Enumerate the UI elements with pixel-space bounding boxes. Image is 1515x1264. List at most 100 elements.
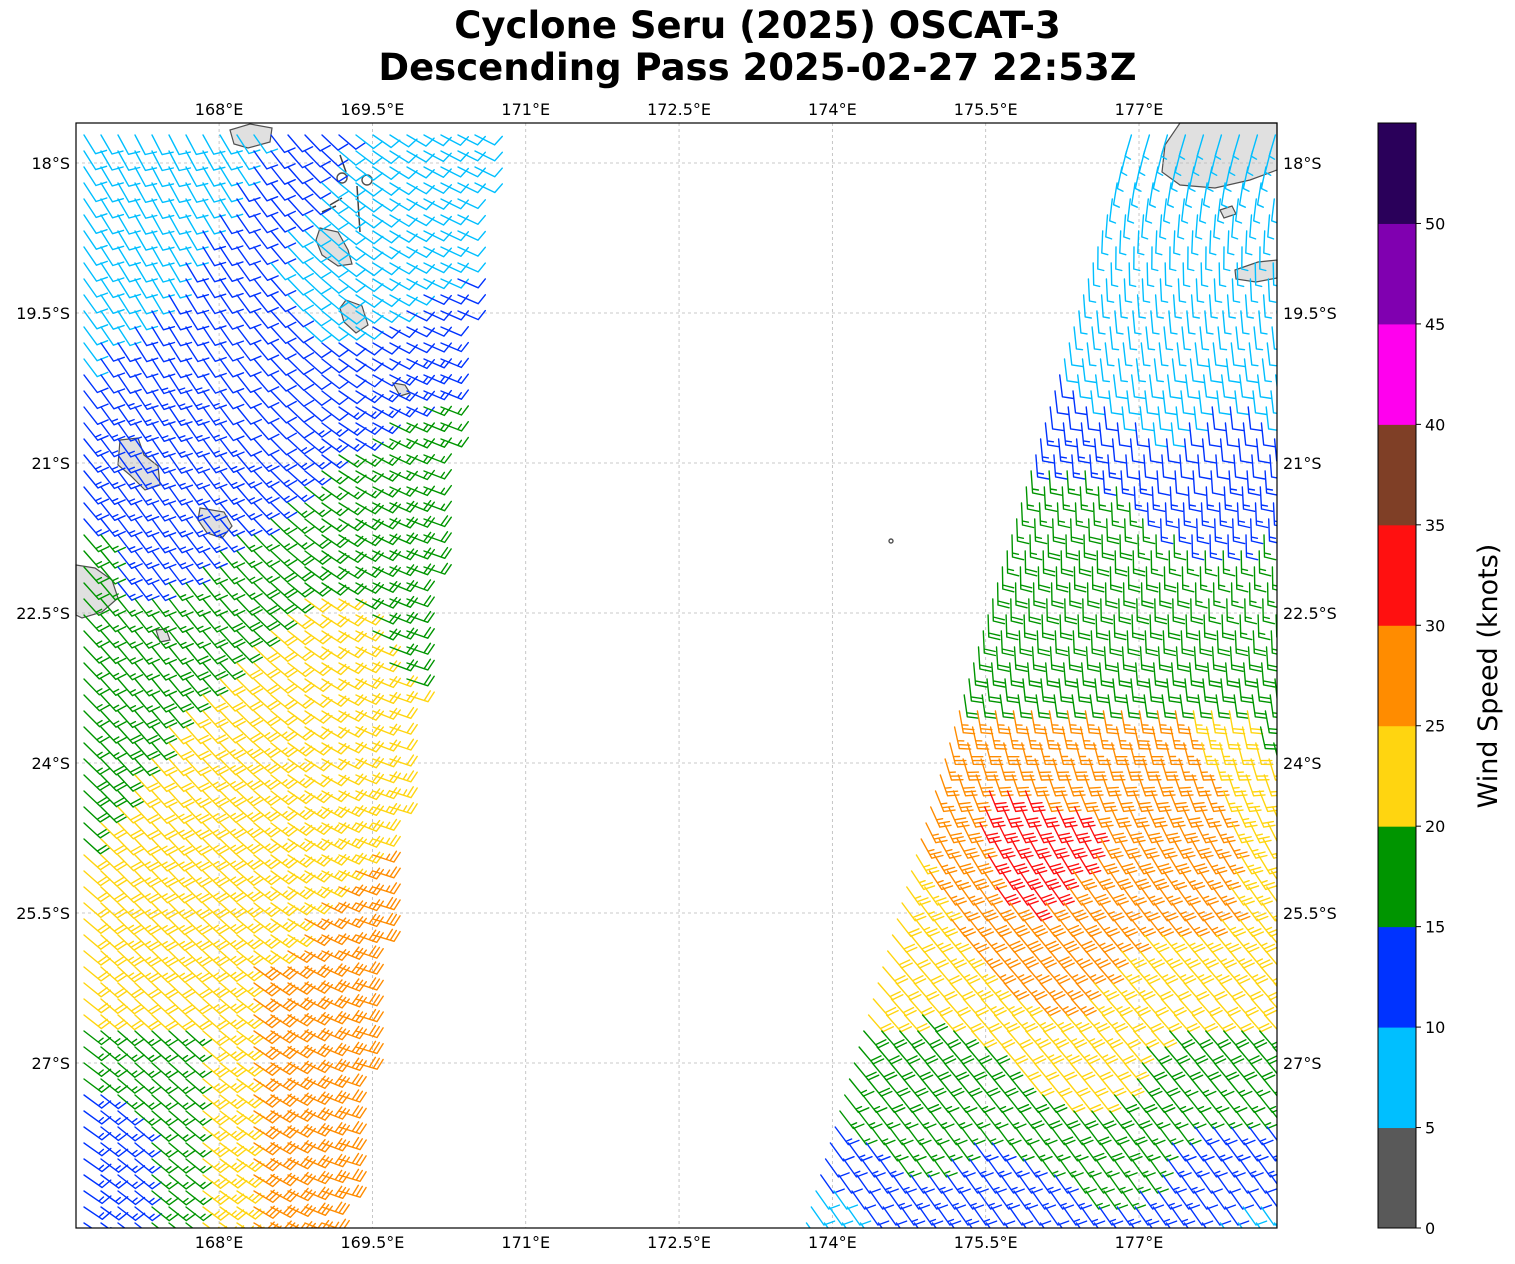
wind-barb <box>1053 454 1068 480</box>
wind-barb <box>1102 470 1117 496</box>
wind-barb <box>1113 614 1127 641</box>
wind-barb <box>1099 902 1125 922</box>
colorbar-bin <box>1378 524 1416 626</box>
wind-barb <box>1183 982 1210 1001</box>
wind-barb <box>966 1046 993 1065</box>
wind-barb <box>906 886 931 906</box>
wind-barb <box>270 1125 299 1139</box>
wind-barb <box>1020 1046 1047 1065</box>
wind-barb <box>151 1158 179 1174</box>
wind-barb <box>913 1222 919 1228</box>
wind-barb <box>253 342 280 361</box>
wind-barb <box>304 1091 333 1105</box>
wind-barb <box>1115 1030 1142 1049</box>
wind-barb <box>1021 1222 1027 1228</box>
wind-barb <box>151 582 177 602</box>
wind-barb <box>1214 758 1234 781</box>
wind-barb <box>168 950 196 967</box>
wind-barb <box>1209 534 1223 561</box>
wind-barb <box>355 977 384 991</box>
wind-barb <box>1066 710 1084 735</box>
wind-barb <box>1177 278 1187 303</box>
wind-barb <box>168 742 195 761</box>
wind-barb <box>930 806 952 828</box>
wind-barb <box>1276 1094 1277 1097</box>
wind-barb <box>1030 470 1045 496</box>
wind-barb <box>389 516 418 529</box>
wind-barb <box>1109 326 1120 351</box>
wind-barb <box>406 469 435 481</box>
wind-barb <box>1150 550 1164 577</box>
wind-barb <box>1075 1222 1081 1228</box>
wind-barb <box>134 1126 162 1142</box>
wind-barb <box>1239 854 1264 875</box>
wind-barb <box>287 630 316 646</box>
wind-barb <box>185 1062 213 1079</box>
wind-barb <box>1095 374 1111 400</box>
wind-barb <box>202 662 229 681</box>
wind-barb <box>1215 694 1232 719</box>
colorbar-tick-label: 15 <box>1425 918 1445 937</box>
wind-barb <box>1269 454 1277 479</box>
wind-barb <box>1022 678 1038 704</box>
wind-barb <box>1267 822 1277 843</box>
wind-barb <box>236 822 264 839</box>
wind-barb <box>253 870 282 886</box>
wind-barb <box>406 579 435 592</box>
wind-barb <box>304 886 333 899</box>
wind-barb <box>355 230 384 245</box>
wind-barb <box>1204 790 1226 813</box>
wind-barb <box>1016 518 1030 545</box>
wind-barb <box>1127 198 1135 224</box>
wind-barb <box>372 596 401 609</box>
wind-barb <box>321 1042 350 1057</box>
wind-barb <box>372 134 401 149</box>
wind-barb <box>270 774 299 790</box>
wind-barb <box>134 1158 162 1174</box>
wind-barb <box>338 1105 367 1119</box>
wind-barb <box>304 518 333 534</box>
wind-barb <box>185 598 211 617</box>
wind-barb <box>202 1126 231 1142</box>
wind-barb <box>151 198 175 219</box>
wind-barb <box>202 1174 231 1189</box>
wind-barb <box>287 374 315 391</box>
wind-barb <box>1112 182 1120 208</box>
wind-barb <box>134 630 160 649</box>
wind-barb <box>287 454 315 471</box>
wind-barb <box>1078 790 1100 813</box>
wind-barb <box>1205 1030 1232 1049</box>
wind-barb <box>457 278 486 289</box>
wind-barb <box>236 582 263 600</box>
wind-barb <box>1184 918 1210 937</box>
wind-barb <box>236 438 263 457</box>
wind-barb <box>185 486 211 506</box>
wind-barb <box>168 214 192 235</box>
wind-barb <box>1223 1030 1250 1049</box>
wind-barb <box>969 854 994 875</box>
wind-barb <box>1028 1078 1055 1097</box>
wind-barb <box>1240 310 1250 335</box>
wind-barb <box>1183 438 1199 464</box>
wind-barb <box>1085 950 1111 969</box>
wind-barb <box>923 950 949 969</box>
wind-barb <box>134 838 161 856</box>
wind-barb <box>937 902 963 922</box>
wind-barb <box>457 166 486 178</box>
wind-barb <box>1254 1046 1277 1065</box>
wind-barb <box>1137 1014 1164 1033</box>
wind-barb <box>100 630 127 649</box>
wind-barb <box>236 1046 265 1061</box>
wind-barb <box>1226 294 1236 319</box>
wind-barb <box>1154 598 1168 625</box>
wind-barb <box>83 262 108 282</box>
wind-barb <box>100 646 127 665</box>
wind-barb <box>963 934 990 953</box>
wind-barb <box>321 822 350 834</box>
wind-barb <box>372 866 401 879</box>
wind-barb <box>134 678 161 697</box>
wind-barb <box>355 993 384 1007</box>
wind-barb <box>83 390 109 410</box>
wind-barb <box>134 198 158 219</box>
wind-barb <box>1039 1222 1045 1228</box>
